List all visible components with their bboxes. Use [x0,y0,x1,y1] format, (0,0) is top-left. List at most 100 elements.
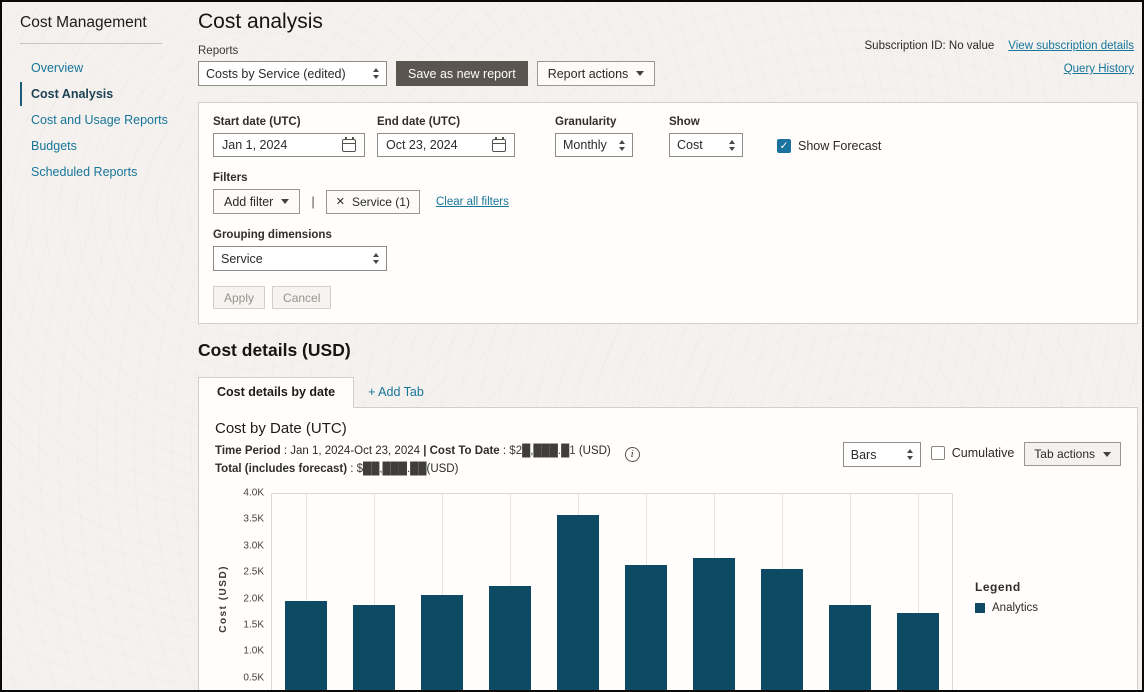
bar-chart: Cost (USD) 4.0K 3.5K 3.0K 2.5K 2.0K 1.5K 1.0K 0… [215,488,1121,690]
separator: : [499,445,510,457]
sidebar-item-cost-analysis[interactable]: Cost Analysis [20,82,182,106]
legend-item-label: Analytics [992,601,1039,614]
cost-details-heading: Cost details (USD) [198,340,351,360]
service-filter-chip-label: Service (1) [351,194,410,209]
end-date-label: End date (UTC) [377,116,461,128]
total-forecast-suffix: (USD) [426,463,459,475]
show-forecast-checkbox[interactable]: ✓ [777,139,791,153]
cost-to-date-suffix: (USD) [575,445,611,457]
y-axis-title: Cost (USD) [217,564,229,633]
add-filter-label: Add filter [224,194,274,209]
report-actions-button[interactable]: Report actions [536,61,656,86]
grouping-dimensions-select[interactable]: Service [213,246,387,271]
chart-card: Cost by Date (UTC) Time Period : Jan 1, … [198,407,1138,690]
chart-slot-apr [476,494,544,690]
granularity-select[interactable]: Monthly [555,133,633,157]
chart-bar-sep[interactable] [829,605,871,690]
reports-select[interactable]: Costs by Service (edited) [198,61,387,86]
page-title: Cost analysis [198,10,323,33]
cancel-button[interactable]: Cancel [272,286,332,309]
reports-select-value: Costs by Service (edited) [206,66,346,81]
separator: : [347,463,357,475]
start-date-input[interactable]: Jan 1, 2024 [213,133,365,157]
cost-to-date-label: Cost To Date [429,445,500,457]
apply-button[interactable]: Apply [213,286,266,309]
end-date-input[interactable]: Oct 23, 2024 [377,133,515,157]
sidebar-item-budgets[interactable]: Budgets [31,139,77,153]
sidebar-divider [20,43,162,44]
chart-bar-jan[interactable] [285,601,327,690]
show-forecast-label: Show Forecast [798,139,882,153]
select-updown-icon [899,449,913,460]
chart-meta: Time Period : Jan 1, 2024-Oct 23, 2024 |… [215,444,640,477]
gridline [918,494,919,690]
filters-section: Filters Add filter | ✕ Service (1) Clear… [213,172,1123,214]
chart-type-select[interactable]: Bars [842,442,921,467]
chart-bar-apr[interactable] [489,585,531,690]
show-select[interactable]: Cost [669,133,743,157]
legend-item-analytics[interactable]: Analytics [975,602,1121,614]
subscription-id-text: Subscription ID: No value [864,40,995,52]
close-icon[interactable]: ✕ [335,196,345,208]
cumulative-checkbox-row[interactable]: Cumulative [930,446,1014,460]
tab-actions-label: Tab actions [1034,447,1095,461]
tab-cost-details-by-date[interactable]: Cost details by date [198,377,355,408]
chart-slot-oct [884,494,952,690]
granularity-field: Granularity Monthly [555,116,633,157]
add-filter-button[interactable]: Add filter [213,189,301,214]
filter-panel: Start date (UTC) Jan 1, 2024 End date (U… [198,102,1138,324]
view-subscription-details-link[interactable]: View subscription details [1008,40,1134,52]
chart-bar-aug[interactable] [761,569,803,690]
chart-slot-may [544,494,612,690]
total-forecast-label: Total (includes forecast) [215,463,348,475]
chart-bar-feb[interactable] [353,604,395,690]
y-tick-label: 3.0K [243,540,264,552]
save-as-new-report-button[interactable]: Save as new report [396,61,528,86]
chart-type-value: Bars [850,447,877,462]
chart-meta-line1: Time Period : Jan 1, 2024-Oct 23, 2024 |… [215,444,640,462]
sidebar-item-overview[interactable]: Overview [31,61,84,75]
select-updown-icon [365,68,379,79]
grouping-dimensions-label: Grouping dimensions [213,229,332,241]
y-tick-label: 3.5K [243,513,264,525]
query-history-link[interactable]: Query History [1063,63,1134,75]
pipe-separator: | [420,445,430,457]
calendar-icon[interactable] [492,136,506,152]
show-forecast-checkbox-row[interactable]: ✓ Show Forecast [777,139,881,153]
chart-bar-oct[interactable] [897,612,939,690]
show-value: Cost [677,138,703,152]
legend-items: Analytics [975,602,1121,614]
plot-area [271,493,953,690]
chart-bar-may[interactable] [557,515,599,690]
chart-bar-mar[interactable] [421,595,463,690]
calendar-icon[interactable] [342,136,356,152]
cumulative-checkbox[interactable] [930,446,945,460]
chart-slot-jun [612,494,680,690]
clear-all-filters-link[interactable]: Clear all filters [435,195,509,208]
y-tick-label: 4.0K [243,487,264,499]
sidebar: Cost Management Overview Cost Analysis Cos… [2,2,182,690]
info-icon[interactable]: i [624,447,640,462]
chart-bar-jun[interactable] [625,565,667,690]
tab-actions-button[interactable]: Tab actions [1024,442,1121,466]
granularity-label: Granularity [555,116,617,128]
sidebar-item-scheduled-reports[interactable]: Scheduled Reports [31,165,138,179]
y-tick-label: 2.0K [243,593,264,604]
grouping-dimensions-value: Service [221,251,263,266]
chart-controls: Bars Cumulative Tab actions [842,420,1121,477]
grouping-section: Grouping dimensions Service [213,229,1123,271]
time-period-label: Time Period [215,445,281,457]
add-tab-link[interactable]: + Add Tab [368,385,424,399]
sidebar-title: Cost Management [20,14,147,31]
gridline [306,494,307,690]
chart-bar-jul[interactable] [693,557,735,690]
report-actions-label: Report actions [547,66,629,81]
tab-bar: Cost details by date + Add Tab [198,377,1138,408]
gridline [850,494,851,690]
filters-separator: | [311,194,315,209]
legend-title: Legend [975,579,1021,594]
cost-to-date-value-redacted: $2█,███.█1 [509,445,576,457]
sidebar-item-cost-and-usage-reports[interactable]: Cost and Usage Reports [31,113,168,127]
service-filter-chip[interactable]: ✕ Service (1) [325,189,420,214]
plot-column: JanFebMarAprMayJunJulAugSepOct Date (UTC… [271,493,953,690]
